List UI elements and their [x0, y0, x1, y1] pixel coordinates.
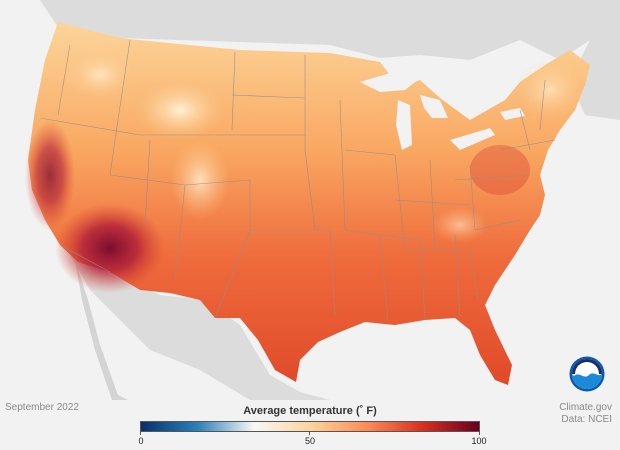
great-lakes — [360, 70, 525, 150]
data-source-label: Data: NCEI — [561, 414, 612, 425]
svg-text:NOAA: NOAA — [577, 365, 596, 372]
legend-tick-label-min: 0 — [138, 436, 144, 446]
temperature-map — [25, 0, 620, 400]
credits: Climate.gov Data: NCEI — [559, 402, 612, 426]
legend-tick — [479, 431, 480, 435]
legend-tick-label-mid: 50 — [304, 436, 316, 446]
state-boundaries — [39, 39, 556, 321]
period-label: September 2022 — [5, 402, 79, 413]
legend-title: Average temperature (˚ F) — [243, 405, 377, 417]
legend-tick — [140, 431, 141, 435]
legend-tick-label-max: 100 — [471, 436, 487, 446]
contiguous-us — [25, 22, 590, 385]
legend-tick — [309, 431, 310, 435]
legend-color-bar — [140, 421, 480, 432]
noaa-logo: NOAA — [569, 356, 605, 392]
surrounding-land — [40, 0, 620, 400]
source-label: Climate.gov — [559, 402, 612, 413]
